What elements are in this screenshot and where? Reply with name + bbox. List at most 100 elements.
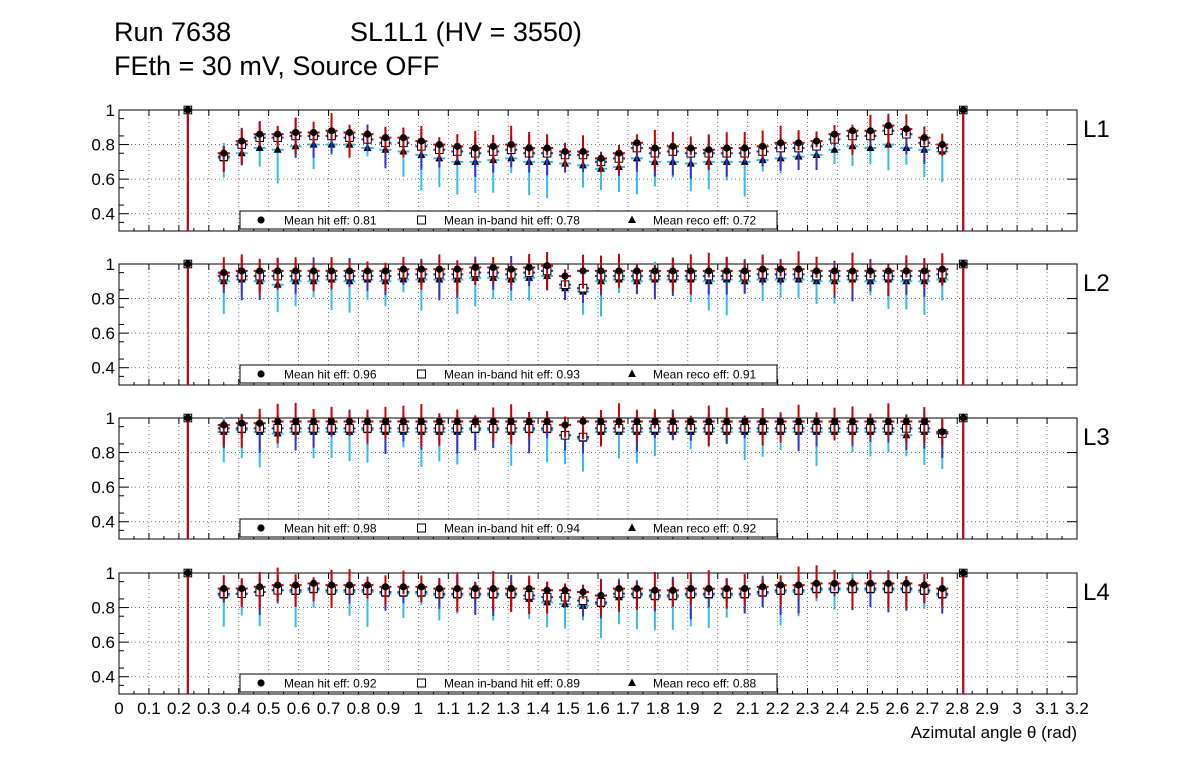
chamber-title: SL1L1 (HV = 3550) bbox=[350, 17, 582, 47]
hit-point bbox=[920, 134, 928, 142]
hit-point bbox=[238, 419, 246, 427]
hit-point bbox=[920, 581, 928, 589]
legend-inband-marker bbox=[417, 678, 426, 688]
hit-point bbox=[920, 417, 928, 426]
y-tick-label: 0.8 bbox=[91, 599, 115, 618]
y-tick-label: 1 bbox=[106, 101, 115, 120]
x-tick-label: 2.2 bbox=[766, 699, 790, 718]
hit-point bbox=[327, 267, 336, 275]
hit-point bbox=[435, 265, 443, 273]
hit-point bbox=[238, 584, 246, 593]
hit-point bbox=[309, 417, 318, 426]
x-axis-label: Azimutal angle θ (rad) bbox=[911, 723, 1077, 742]
hit-point bbox=[723, 417, 731, 426]
hit-point bbox=[489, 142, 497, 150]
x-tick-label: 1.4 bbox=[526, 699, 550, 718]
x-tick-label: 1.3 bbox=[496, 699, 520, 718]
hit-point bbox=[812, 137, 821, 145]
hit-point bbox=[705, 584, 713, 593]
series-hit bbox=[184, 106, 967, 231]
hit-point bbox=[615, 149, 623, 157]
x-tick-label: 0.4 bbox=[227, 699, 251, 718]
hit-point bbox=[651, 144, 659, 152]
hit-point bbox=[238, 267, 246, 275]
x-tick-label: 3.2 bbox=[1065, 699, 1089, 718]
hit-point bbox=[543, 586, 551, 594]
hit-point bbox=[705, 146, 713, 154]
hit-point bbox=[777, 581, 785, 589]
hit-point bbox=[902, 125, 910, 133]
hit-point bbox=[256, 583, 264, 591]
hit-point bbox=[866, 417, 875, 426]
x-tick-label: 0.1 bbox=[137, 699, 161, 718]
hit-point bbox=[274, 130, 282, 138]
hit-point bbox=[848, 579, 857, 587]
hit-point bbox=[363, 417, 372, 426]
legend-inband-label: Mean in-band hit eff: 0.78 bbox=[444, 214, 580, 228]
hit-point bbox=[453, 265, 461, 273]
hit-point bbox=[507, 265, 515, 273]
hit-point bbox=[902, 579, 910, 587]
hit-point bbox=[723, 584, 731, 593]
series-hit bbox=[184, 565, 967, 694]
y-tick-label: 0.4 bbox=[91, 359, 115, 378]
reco-point bbox=[273, 145, 282, 153]
hit-point bbox=[759, 417, 767, 426]
hit-point bbox=[812, 579, 821, 587]
hit-point bbox=[759, 265, 767, 273]
run-title: Run 7638 bbox=[114, 17, 232, 47]
hit-point bbox=[959, 569, 967, 577]
layer-label: L1 bbox=[1083, 116, 1110, 143]
y-tick-label: 0.4 bbox=[91, 205, 115, 224]
hit-point bbox=[399, 134, 408, 142]
hit-point bbox=[579, 588, 587, 596]
hit-point bbox=[615, 267, 623, 275]
hit-point bbox=[184, 106, 192, 114]
y-tick-label: 0.6 bbox=[91, 324, 115, 343]
y-tick-label: 0.8 bbox=[91, 444, 115, 463]
hit-point bbox=[274, 267, 282, 275]
hit-point bbox=[687, 417, 695, 426]
hit-point bbox=[830, 267, 839, 275]
hit-point bbox=[866, 127, 875, 135]
hit-point bbox=[543, 417, 551, 426]
hit-point bbox=[435, 140, 443, 149]
x-tick-label: 2.5 bbox=[856, 699, 880, 718]
y-tick-label: 1 bbox=[106, 255, 115, 274]
hit-point bbox=[309, 128, 318, 137]
hit-point bbox=[309, 579, 318, 587]
legend-hit-label: Mean hit eff: 0.92 bbox=[284, 677, 377, 691]
hit-point bbox=[633, 139, 641, 147]
legend-inband-label: Mean in-band hit eff: 0.93 bbox=[444, 368, 580, 382]
hit-point bbox=[274, 417, 282, 426]
x-tick-label: 2 bbox=[713, 699, 722, 718]
hit-point bbox=[884, 267, 892, 275]
hit-point bbox=[777, 265, 785, 273]
legend-hit-marker bbox=[257, 370, 265, 378]
hit-point bbox=[471, 584, 479, 593]
hit-point bbox=[615, 417, 623, 426]
panel-l2: 0.4 0.6 0.8 1 L2 Mean hit eff: 0.96 Mean in-ba… bbox=[91, 251, 1110, 386]
hit-point bbox=[794, 265, 803, 273]
x-tick-label: 0.9 bbox=[377, 699, 401, 718]
x-tick-label: 2.6 bbox=[886, 699, 910, 718]
hit-point bbox=[543, 144, 551, 152]
hit-point bbox=[848, 127, 857, 135]
hit-point bbox=[759, 583, 767, 591]
legend-reco-marker bbox=[628, 678, 636, 686]
panel-l3: 0.4 0.6 0.8 1 L3 Mean hit eff: 0.98 Mean in-ba… bbox=[91, 402, 1110, 540]
hit-point bbox=[274, 581, 282, 589]
y-tick-label: 0.6 bbox=[91, 170, 115, 189]
hit-point bbox=[345, 581, 354, 589]
legend-hit-label: Mean hit eff: 0.96 bbox=[284, 368, 377, 382]
hit-point bbox=[669, 142, 677, 150]
hit-point bbox=[525, 417, 533, 426]
hit-point bbox=[256, 267, 264, 275]
hit-point bbox=[453, 142, 461, 150]
hit-point bbox=[507, 417, 515, 426]
hit-point bbox=[651, 267, 659, 275]
layer-label: L4 bbox=[1083, 579, 1110, 606]
hit-point bbox=[489, 263, 497, 272]
hit-point bbox=[669, 267, 677, 275]
hit-point bbox=[920, 267, 928, 275]
